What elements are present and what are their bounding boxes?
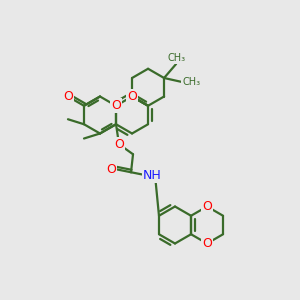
- Text: CH₃: CH₃: [167, 53, 185, 63]
- Text: O: O: [106, 163, 116, 176]
- Text: NH: NH: [142, 169, 161, 182]
- Text: O: O: [111, 99, 121, 112]
- Text: CH₃: CH₃: [182, 77, 200, 87]
- Text: O: O: [64, 90, 73, 103]
- Text: O: O: [127, 90, 137, 103]
- Text: O: O: [202, 237, 212, 250]
- Text: O: O: [202, 200, 212, 213]
- Text: O: O: [114, 138, 124, 151]
